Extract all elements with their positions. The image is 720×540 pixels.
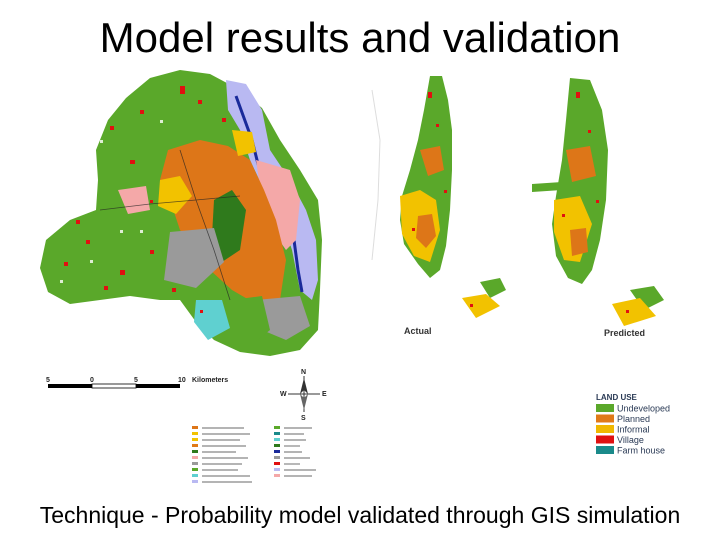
legend-swatch-0 — [596, 404, 614, 412]
actual-orange-2 — [420, 146, 444, 176]
legend-swatch-4 — [596, 446, 614, 454]
actual-map — [371, 76, 506, 318]
legend-swatch-1 — [596, 414, 614, 423]
legend-label-0: Undeveloped — [617, 404, 670, 414]
scale-segment-2 — [91, 383, 137, 389]
actual-boundary — [371, 89, 381, 261]
scale-segment-1 — [48, 384, 92, 388]
green-southeast — [230, 296, 270, 346]
compass-n: N — [301, 369, 306, 376]
compass-w: W — [280, 391, 287, 398]
informal-patch-2 — [232, 130, 256, 156]
predicted-village-dots — [562, 92, 629, 313]
compass-s: S — [301, 415, 306, 422]
legend-label-2: Informal — [617, 425, 650, 435]
predicted-label: Predicted — [604, 328, 645, 338]
main-land-use-map — [40, 70, 322, 356]
actual-island-2 — [462, 294, 500, 318]
gray-zone — [164, 228, 224, 288]
actual-label: Actual — [404, 326, 432, 336]
small-legend-right — [274, 426, 316, 477]
legend-label-3: Village — [617, 435, 644, 445]
predicted-connector — [532, 182, 562, 192]
predicted-island-1 — [630, 286, 664, 310]
compass-rose: N S E W — [280, 369, 327, 422]
slide-caption: Technique - Probability model validated … — [39, 502, 681, 528]
road-network — [99, 149, 241, 301]
scale-segment-3 — [136, 384, 180, 388]
land-use-legend: LAND USE UndevelopedPlannedInformalVilla… — [596, 393, 670, 456]
map-texture — [60, 120, 163, 283]
slide-title: Model results and validation — [99, 14, 621, 61]
actual-island-1 — [480, 278, 506, 298]
compass-e: E — [322, 391, 327, 398]
actual-village-dots — [412, 92, 473, 307]
scale-unit: Kilometers — [192, 377, 228, 384]
legend-swatch-3 — [596, 435, 614, 444]
small-legend — [192, 426, 316, 483]
village-dots — [64, 86, 226, 313]
small-legend-left — [192, 426, 252, 483]
actual-orange — [416, 214, 436, 248]
scale-tick-4: 10 — [178, 377, 186, 384]
legend-title: LAND USE — [596, 393, 638, 402]
scale-tick-3: 5 — [134, 377, 138, 384]
legend-swatch-2 — [596, 425, 614, 433]
pink-zone — [256, 160, 300, 250]
informal-patch-1 — [158, 176, 192, 214]
predicted-planned-2 — [570, 228, 588, 256]
scale-tick-1: 5 — [46, 377, 50, 384]
legend-label-1: Planned — [617, 414, 650, 424]
ridge-forest — [212, 190, 246, 262]
scale-tick-2: 0 — [90, 377, 94, 384]
legend-label-4: Farm house — [617, 446, 665, 456]
predicted-planned — [566, 146, 596, 182]
predicted-island-2 — [612, 298, 656, 326]
predicted-map — [532, 78, 664, 326]
scale-bar: 5 0 5 10 Kilometers — [46, 377, 228, 389]
